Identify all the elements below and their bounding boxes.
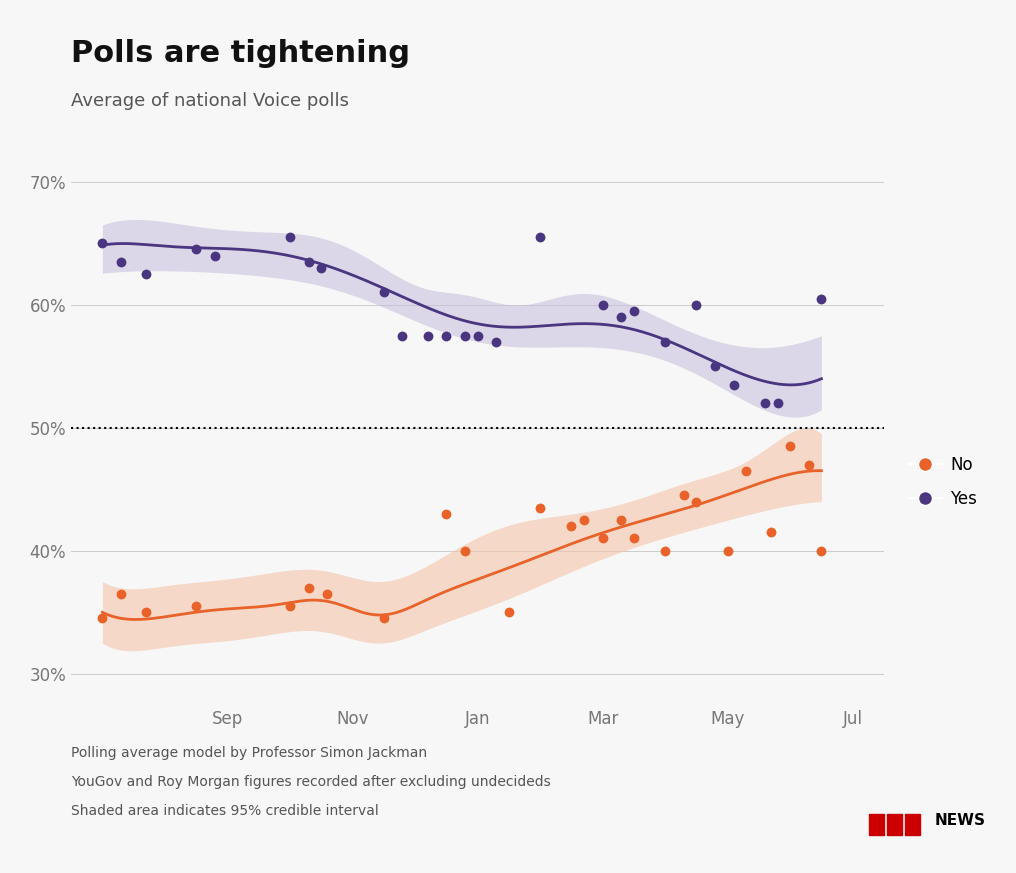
Point [614,513,630,527]
Point [688,495,704,509]
Point [769,396,785,410]
Point [301,255,317,269]
Point [376,611,392,625]
Point [188,599,204,613]
Point [594,532,611,546]
Point [376,285,392,299]
Point [94,237,111,251]
Point [614,310,630,324]
Point [188,243,204,257]
Point [138,605,154,619]
Point [563,519,579,533]
Point [576,513,592,527]
Point [113,255,129,269]
Legend: No, Yes: No, Yes [908,456,977,508]
Point [594,298,611,312]
Point [138,267,154,281]
Point [94,611,111,625]
Point [813,292,829,306]
Point [626,532,642,546]
Point [676,488,692,502]
Point [457,544,473,558]
Point [707,360,723,374]
Point [725,378,742,392]
Point [438,507,454,521]
Point [207,249,224,263]
Point [438,328,454,342]
Point [457,328,473,342]
Point [394,328,410,342]
Point [532,230,549,244]
Text: YouGov and Roy Morgan figures recorded after excluding undecideds: YouGov and Roy Morgan figures recorded a… [71,775,551,789]
Point [469,328,486,342]
Point [113,587,129,601]
Text: NEWS: NEWS [935,813,986,828]
Point [501,605,517,619]
Point [688,298,704,312]
Point [301,581,317,595]
Text: Average of national Voice polls: Average of national Voice polls [71,92,350,110]
Point [488,334,504,348]
Point [281,599,298,613]
Point [626,304,642,318]
Point [757,396,773,410]
Point [782,439,799,453]
Text: Polls are tightening: Polls are tightening [71,39,410,68]
Point [657,544,674,558]
Text: Shaded area indicates 95% credible interval: Shaded area indicates 95% credible inter… [71,804,379,818]
Point [420,328,436,342]
Point [719,544,736,558]
Point [657,334,674,348]
Point [739,464,755,478]
Point [532,501,549,515]
Point [763,526,779,540]
Point [313,261,329,275]
Point [801,457,817,471]
Point [319,587,335,601]
Text: Polling average model by Professor Simon Jackman: Polling average model by Professor Simon… [71,746,428,760]
Point [813,544,829,558]
Point [281,230,298,244]
